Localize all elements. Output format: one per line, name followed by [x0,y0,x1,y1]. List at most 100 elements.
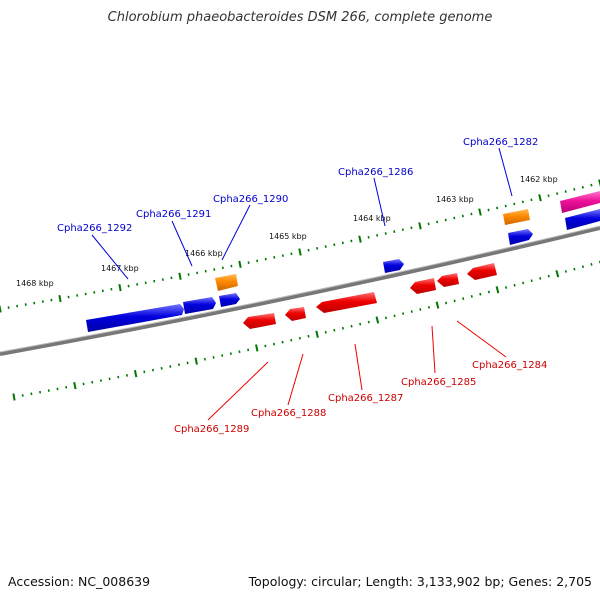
gene-cpha266-1282[interactable] [508,229,533,245]
leader-line-1286 [373,177,386,227]
gene-label-1285[interactable]: Cpha266_1285 [401,377,476,388]
minor-tick [376,234,379,237]
minor-tick [333,243,336,247]
minor-tick [504,204,507,208]
minor-tick [324,330,327,334]
major-tick [255,344,259,352]
major-tick [555,270,560,278]
major-tick [0,305,2,313]
minor-tick [573,267,576,271]
minor-tick [461,214,464,218]
gene-cpha266-1288[interactable] [285,307,306,321]
kbp-label-1465: 1465 kbp [269,232,307,241]
leader-line-1287 [354,343,363,391]
leader-line-1292 [91,234,129,280]
leader-line-1285 [431,325,436,374]
gene-cpha266-1286[interactable] [383,259,404,273]
leader-line-1291 [171,220,193,267]
major-tick [12,393,16,401]
minor-tick [504,286,508,289]
minor-tick [419,308,422,311]
gene-red-small[interactable] [437,273,459,287]
major-tick [118,284,122,292]
gene-cpha266-1285[interactable] [410,278,436,294]
minor-tick [384,232,387,235]
gene-blue-edge[interactable] [565,209,600,230]
minor-tick [539,277,542,280]
gene-label-1284[interactable]: Cpha266_1284 [472,360,547,371]
minor-tick [547,274,550,278]
major-tick [298,248,302,256]
minor-tick [290,338,293,342]
leader-line-1282 [498,147,513,197]
minor-tick [496,206,499,210]
minor-tick [247,348,250,352]
minor-tick [470,212,473,216]
major-tick [435,301,440,309]
minor-tick [350,324,353,328]
minor-tick [359,322,362,326]
minor-tick [444,301,448,305]
minor-tick [470,295,473,298]
genome-backbone [0,226,600,356]
minor-tick [324,245,327,248]
major-tick [538,194,542,202]
minor-tick [479,292,482,296]
leader-line-1290 [221,204,251,261]
minor-tick [513,283,516,287]
minor-tick [453,216,456,220]
major-tick [375,316,380,324]
kbp-label-1466: 1466 kbp [185,249,223,258]
minor-tick [393,230,396,233]
gene-label-1287[interactable]: Cpha266_1287 [328,393,403,404]
gene-label-1290[interactable]: Cpha266_1290 [213,194,288,205]
gene-cpha266-1290[interactable] [219,293,240,307]
minor-tick [410,310,413,313]
genome-title: Chlorobium phaeobacteroides DSM 266, com… [107,10,493,25]
kbp-tick-track-bottom [12,260,600,401]
kbp-tick-track-top [0,179,600,313]
minor-tick [341,241,344,245]
minor-tick [462,297,465,300]
gene-label-1286[interactable]: Cpha266_1286 [338,167,413,178]
minor-tick [564,270,567,273]
minor-tick [522,281,525,285]
gene-blue-long[interactable] [86,304,184,332]
gene-label-1291[interactable]: Cpha266_1291 [136,209,211,220]
gene-label-1289[interactable]: Cpha266_1289 [174,424,249,435]
leader-line-1289 [207,361,269,421]
minor-tick [487,290,490,294]
minor-tick [221,354,224,357]
minor-tick [203,357,206,361]
minor-tick [272,342,276,346]
minor-tick [521,200,524,204]
gene-cpha266-1284[interactable] [467,263,497,280]
kbp-label-1463: 1463 kbp [436,195,474,204]
minor-tick [564,190,567,193]
major-tick [315,330,319,338]
gene-orange-1[interactable] [215,274,238,291]
gene-label-1292[interactable]: Cpha266_1292 [57,223,132,234]
minor-tick [281,340,284,344]
gene-label-1282[interactable]: Cpha266_1282 [463,137,538,148]
major-tick [58,294,62,303]
minor-tick [513,202,516,206]
minor-tick [384,316,388,320]
gene-pink-edge[interactable] [560,191,600,213]
minor-tick [590,183,593,187]
gene-cpha266-1291[interactable] [183,297,216,314]
minor-tick [547,194,550,198]
gene-cpha266-1287[interactable] [316,292,377,313]
gene-label-1288[interactable]: Cpha266_1288 [251,408,326,419]
kbp-label-1468: 1468 kbp [16,279,54,288]
gene-orange-2[interactable] [503,209,530,225]
major-tick [478,208,482,216]
minor-tick [341,326,345,330]
gene-cpha266-1289[interactable] [243,313,276,329]
minor-tick [393,314,396,318]
minor-tick [436,220,439,224]
minor-tick [487,208,490,212]
major-tick [598,179,600,187]
major-tick [133,369,138,378]
